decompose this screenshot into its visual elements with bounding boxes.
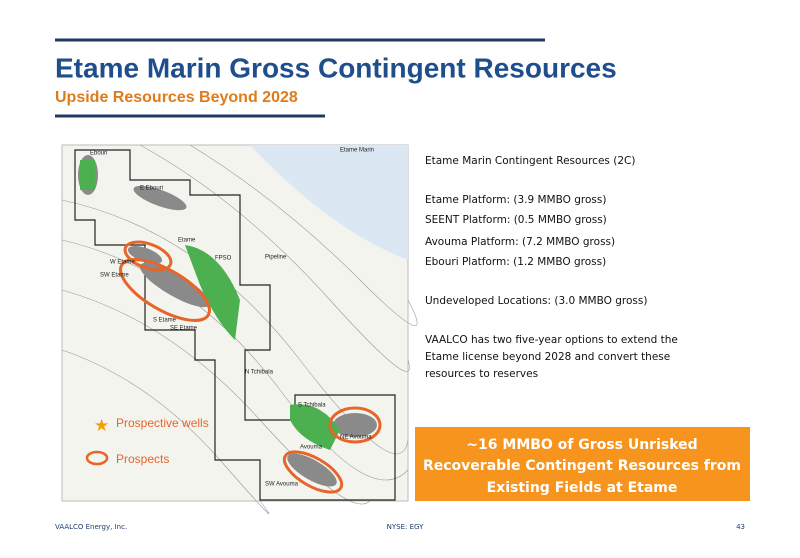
map-label: E Ebouri <box>140 186 163 192</box>
legend-label: Prospects <box>116 452 169 466</box>
undeveloped: Undeveloped Locations: (3.0 MMBO gross) <box>425 295 647 307</box>
map-labels: Etame Marin Ebouri E Ebouri Etame W Etame SW … <box>90 148 374 488</box>
callout-line: Existing Fields at Etame <box>487 480 678 496</box>
subtitle: Upside Resources Beyond 2028 <box>55 89 298 106</box>
map-label: NE Avouma <box>340 435 372 441</box>
text-body: Etame Marin Contingent Resources (2C) Eta… <box>425 155 678 380</box>
title: Etame Marin Gross Contingent Resources <box>55 52 617 83</box>
callout: ~16 MMBO of Gross Unrisked Recoverable Co… <box>423 437 741 496</box>
map-label: SE Etame <box>170 326 198 332</box>
map-label: FPSO <box>215 256 232 262</box>
prospect-ellipses <box>119 240 382 494</box>
water-area <box>250 145 408 260</box>
platform: Etame Platform: (3.9 MMBO gross) <box>425 194 606 206</box>
platform: SEENT Platform: (0.5 MMBO gross) <box>425 214 607 226</box>
legend-label: Prospective wells <box>116 416 209 430</box>
callout-line: ~16 MMBO of Gross Unrisked <box>466 437 697 453</box>
callout-box <box>415 427 750 501</box>
map-label: Avouma <box>300 445 323 451</box>
map-label: N Tchibala <box>245 370 274 376</box>
map-label: Etame <box>178 238 196 244</box>
map-label: S Etame <box>153 318 177 324</box>
heading: Etame Marin Contingent Resources (2C) <box>425 155 635 167</box>
map-label: S Tchibala <box>298 403 326 409</box>
options-line: VAALCO has two five-year options to exte… <box>425 334 678 346</box>
footer-ticker: NYSE: EGY <box>387 523 424 531</box>
map-label: Pipeline <box>265 255 287 261</box>
star-icon: ★ <box>94 416 109 436</box>
map-label: SW Avouma <box>265 482 299 488</box>
map-label: Etame Marin <box>340 148 374 154</box>
options-line: Etame license beyond 2028 and convert th… <box>425 351 670 363</box>
ellipse-icon <box>85 450 109 466</box>
footer-company: VAALCO Energy, Inc. <box>55 523 127 531</box>
map: ★ <box>61 144 418 515</box>
map-label: W Etame <box>110 260 135 266</box>
green-areas <box>80 160 340 450</box>
map-label: Ebouri <box>90 151 107 157</box>
platform: Ebouri Platform: (1.2 MMBO gross) <box>425 256 606 268</box>
options-line: resources to reserves <box>425 368 538 380</box>
platform: Avouma Platform: (7.2 MMBO gross) <box>425 236 615 248</box>
map-label: SW Etame <box>100 273 129 279</box>
footer-page: 43 <box>736 523 745 531</box>
callout-line: Recoverable Contingent Resources from <box>423 458 741 474</box>
